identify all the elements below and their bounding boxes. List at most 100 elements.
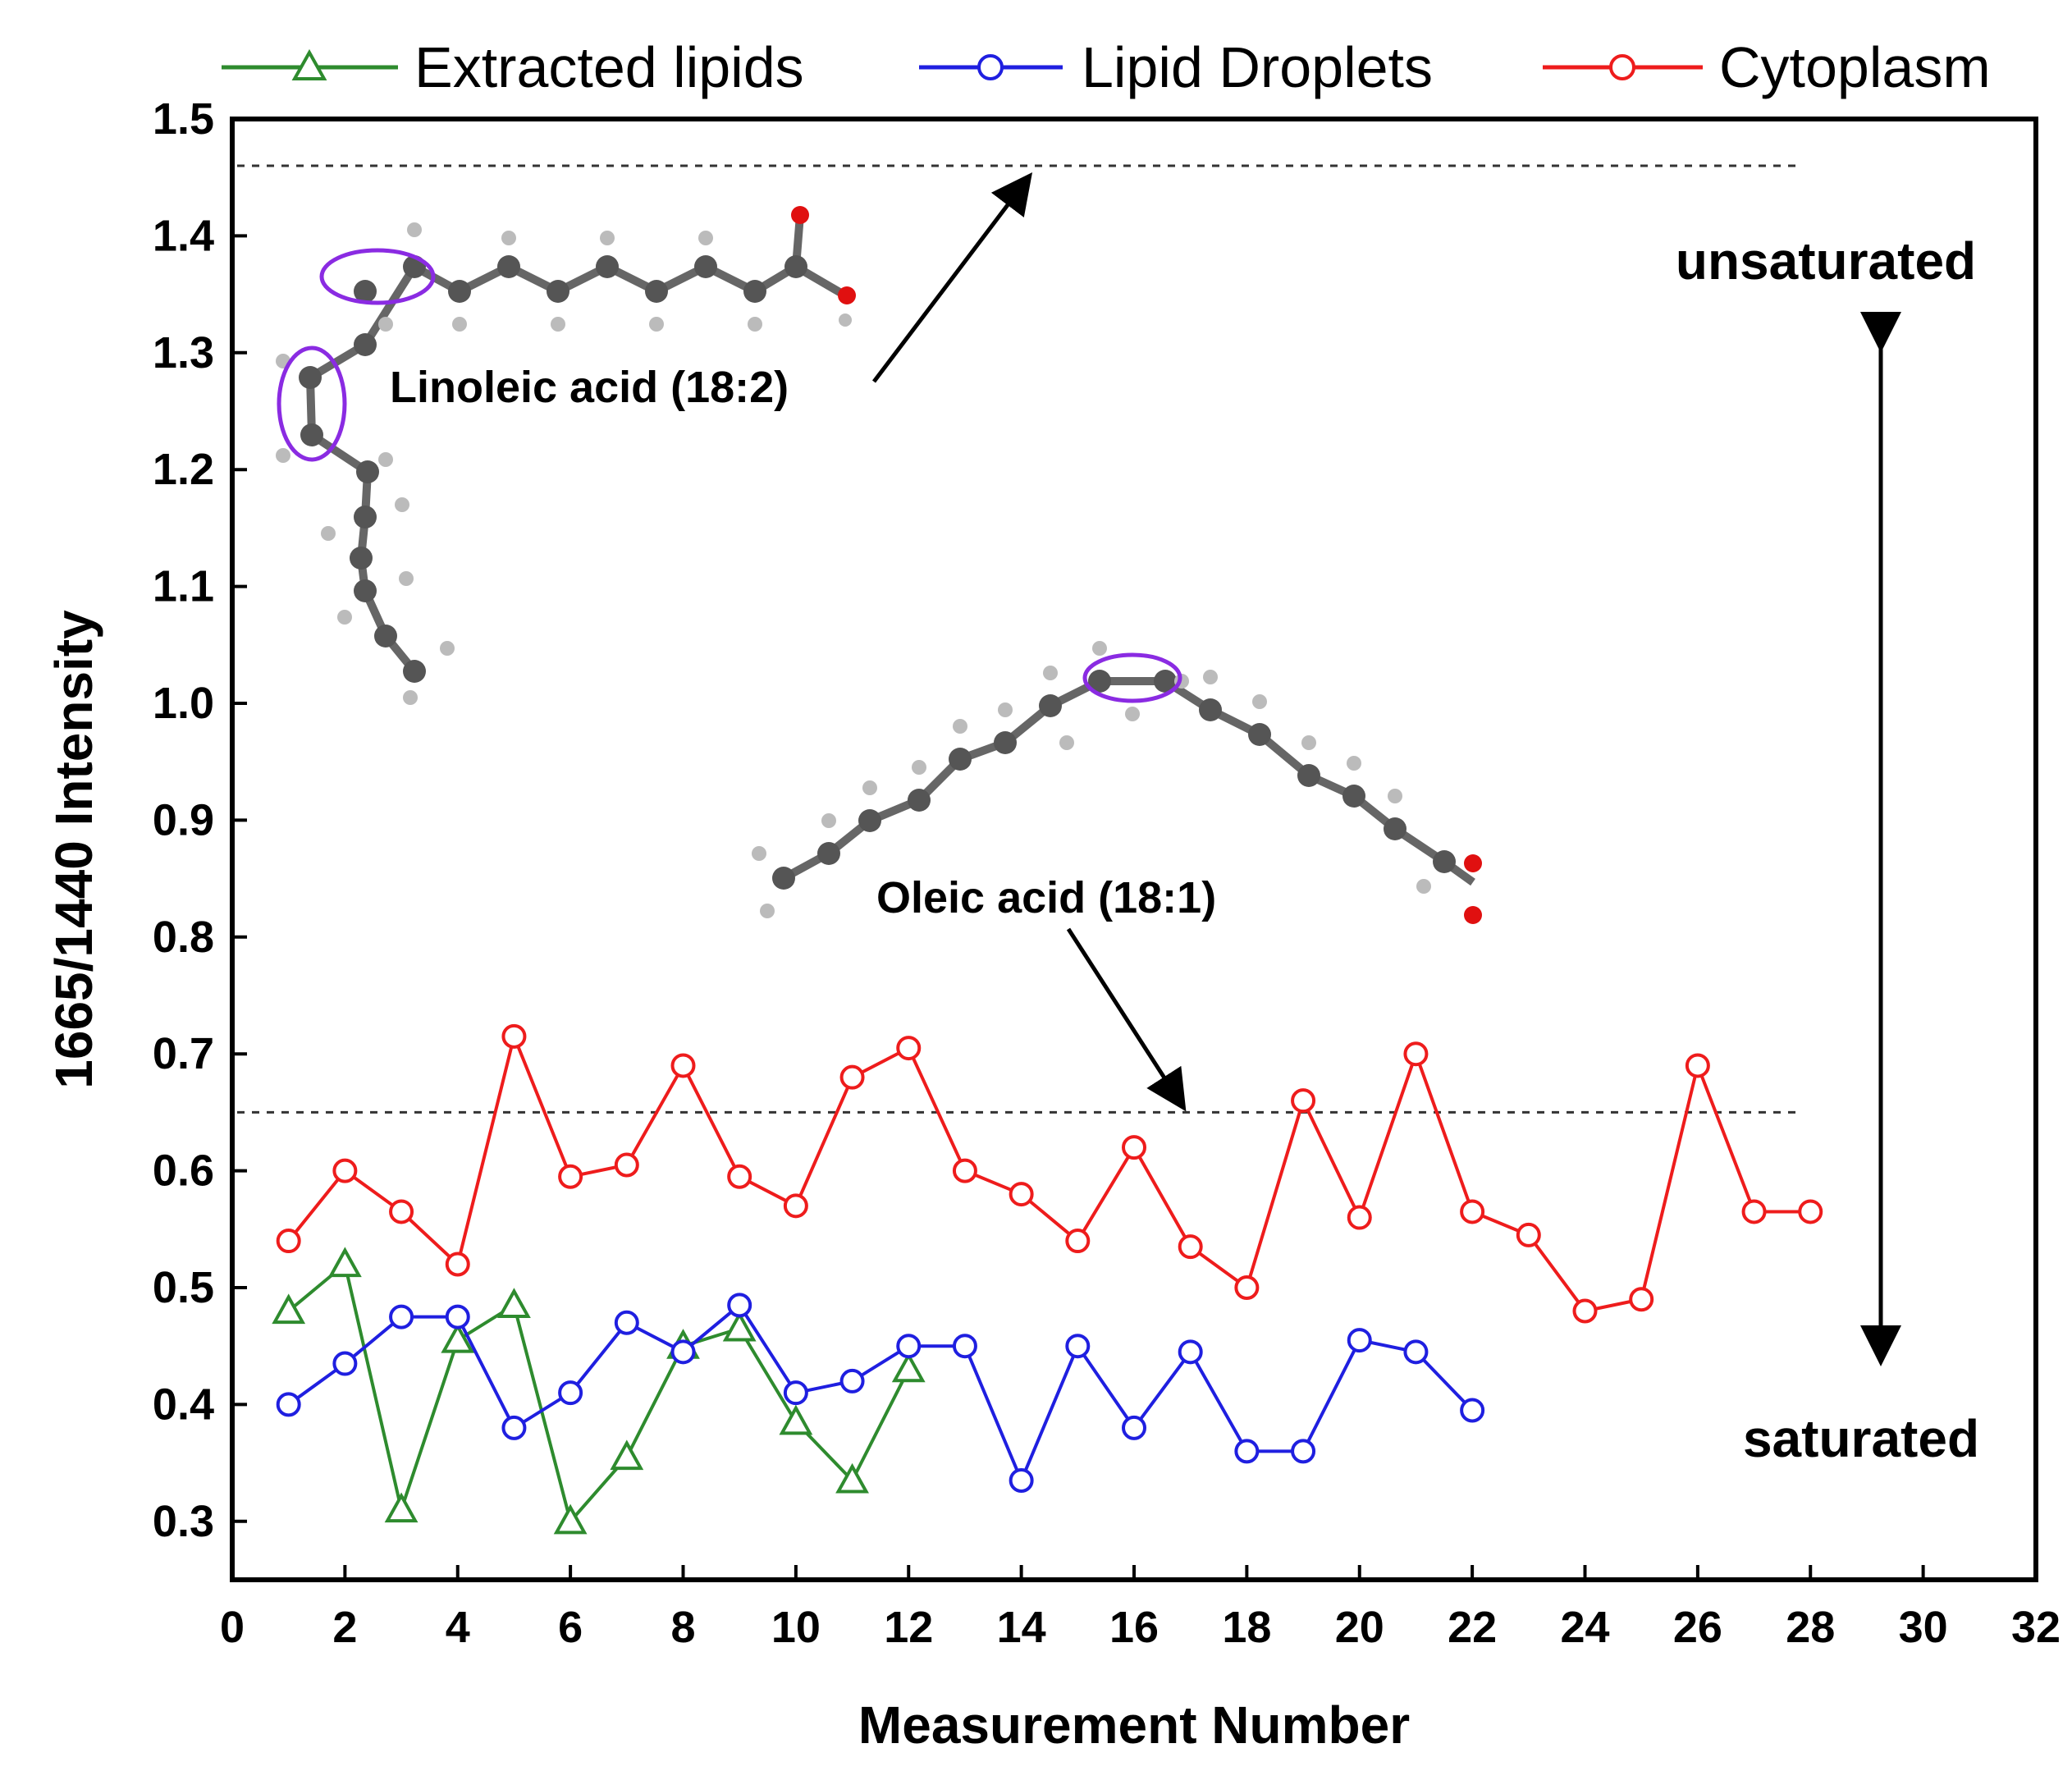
data-point	[276, 1392, 301, 1417]
data-point	[558, 1380, 583, 1406]
x-tick-label: 6	[558, 1603, 583, 1652]
x-tick-label: 28	[1786, 1603, 1835, 1652]
data-point	[1347, 1328, 1372, 1353]
legend-item-lipid-droplets: Lipid Droplets	[919, 35, 1433, 99]
x-axis-title: Measurement Number	[858, 1695, 1410, 1755]
unsaturated-label: unsaturated	[1676, 231, 1976, 291]
data-point	[614, 1310, 639, 1335]
data-point	[1178, 1234, 1203, 1260]
data-point	[389, 1304, 414, 1329]
x-tick-label: 24	[1560, 1603, 1609, 1652]
data-point	[276, 1229, 301, 1254]
data-point	[896, 1036, 922, 1061]
data-point	[1009, 1182, 1034, 1207]
data-point	[1460, 1398, 1485, 1423]
linoleic-acid-molecule	[276, 206, 856, 705]
oleic-acid-label: Oleic acid (18:1)	[876, 873, 1216, 922]
y-tick-label: 1.5	[153, 94, 214, 144]
data-point	[1065, 1229, 1091, 1254]
data-point	[839, 1368, 865, 1393]
data-point	[1403, 1339, 1429, 1365]
x-axis: 0 2 4 6 8 10 12 14 16 18 20 22 24 26 28 30 32	[220, 1565, 2061, 1652]
data-point	[727, 1293, 752, 1318]
data-point	[497, 1288, 531, 1318]
x-tick-label: 8	[670, 1603, 695, 1652]
data-point	[1460, 1199, 1485, 1224]
series-line	[287, 1031, 1811, 1313]
x-tick-label: 0	[220, 1603, 245, 1652]
data-point	[722, 1311, 757, 1342]
plot-area	[230, 117, 2038, 1582]
data-point	[952, 1158, 977, 1183]
data-point	[272, 1293, 306, 1325]
x-tick-label: 14	[997, 1603, 1046, 1652]
data-point	[389, 1199, 414, 1224]
y-tick-label: 0.7	[153, 1029, 214, 1078]
x-tick-label: 22	[1448, 1603, 1497, 1652]
data-point	[1629, 1287, 1654, 1312]
legend-label: Extracted lipids	[414, 35, 804, 99]
data-point	[727, 1164, 752, 1189]
data-point	[779, 1404, 813, 1435]
data-point	[332, 1351, 358, 1376]
series-layer	[272, 1023, 1823, 1535]
y-tick-label: 1.0	[153, 679, 214, 728]
y-axis: 0.3 0.4 0.5 0.6 0.7 0.8 0.9 1.0 1.1 1.2 1.3 1.4 1.5	[153, 94, 247, 1546]
y-tick-label: 0.6	[153, 1146, 214, 1196]
data-point	[1291, 1088, 1316, 1114]
data-point	[891, 1352, 926, 1383]
data-point	[1178, 1339, 1203, 1365]
data-point	[952, 1334, 977, 1359]
legend: Extracted lipids Lipid Droplets Cytoplas…	[222, 35, 1991, 99]
data-point	[1122, 1415, 1146, 1440]
x-tick-label: 26	[1673, 1603, 1722, 1652]
data-point	[1065, 1334, 1091, 1359]
legend-label: Lipid Droplets	[1082, 35, 1433, 99]
reference-lines	[237, 164, 1803, 1114]
series-cytoplasm	[276, 1023, 1823, 1324]
y-tick-label: 1.3	[153, 328, 214, 378]
data-point	[553, 1503, 588, 1535]
data-point	[1403, 1041, 1429, 1067]
y-tick-label: 0.8	[153, 913, 214, 962]
data-point	[1741, 1199, 1767, 1224]
data-point	[327, 1247, 362, 1278]
legend-label: Cytoplasm	[1719, 35, 1991, 99]
data-point	[1291, 1439, 1316, 1464]
x-tick-label: 30	[1899, 1603, 1948, 1652]
x-tick-label: 2	[332, 1603, 357, 1652]
series-extracted-lipids	[272, 1247, 926, 1535]
y-tick-label: 1.4	[153, 211, 214, 260]
y-tick-label: 0.3	[153, 1497, 214, 1546]
data-point	[614, 1152, 639, 1178]
oleic-arrow	[1066, 927, 1187, 1112]
data-point	[1347, 1205, 1372, 1230]
data-point	[1685, 1053, 1710, 1078]
data-point	[1122, 1135, 1146, 1160]
data-point	[896, 1334, 922, 1359]
y-tick-label: 0.4	[153, 1380, 214, 1429]
y-tick-label: 1.2	[153, 445, 214, 494]
y-axis-title: 1665/1440 Intensity	[44, 610, 103, 1089]
y-tick-label: 0.9	[153, 795, 214, 844]
data-point	[835, 1462, 869, 1494]
data-point	[501, 1415, 527, 1440]
data-point	[445, 1252, 470, 1277]
x-tick-label: 18	[1222, 1603, 1271, 1652]
data-point	[1234, 1439, 1260, 1464]
saturated-label: saturated	[1743, 1409, 1979, 1468]
data-point	[783, 1380, 808, 1406]
data-point	[783, 1193, 808, 1219]
data-point	[1798, 1199, 1823, 1224]
legend-item-cytoplasm: Cytoplasm	[1543, 35, 1991, 99]
x-tick-label: 10	[771, 1603, 821, 1652]
y-tick-label: 1.1	[153, 562, 214, 611]
data-point	[441, 1322, 475, 1353]
linoleic-arrow	[872, 172, 1033, 383]
y-tick-label: 0.5	[153, 1263, 214, 1312]
data-point	[839, 1064, 865, 1090]
data-point	[1234, 1275, 1260, 1300]
series-line	[287, 1302, 1474, 1485]
data-point	[670, 1053, 696, 1078]
data-point	[445, 1304, 470, 1329]
